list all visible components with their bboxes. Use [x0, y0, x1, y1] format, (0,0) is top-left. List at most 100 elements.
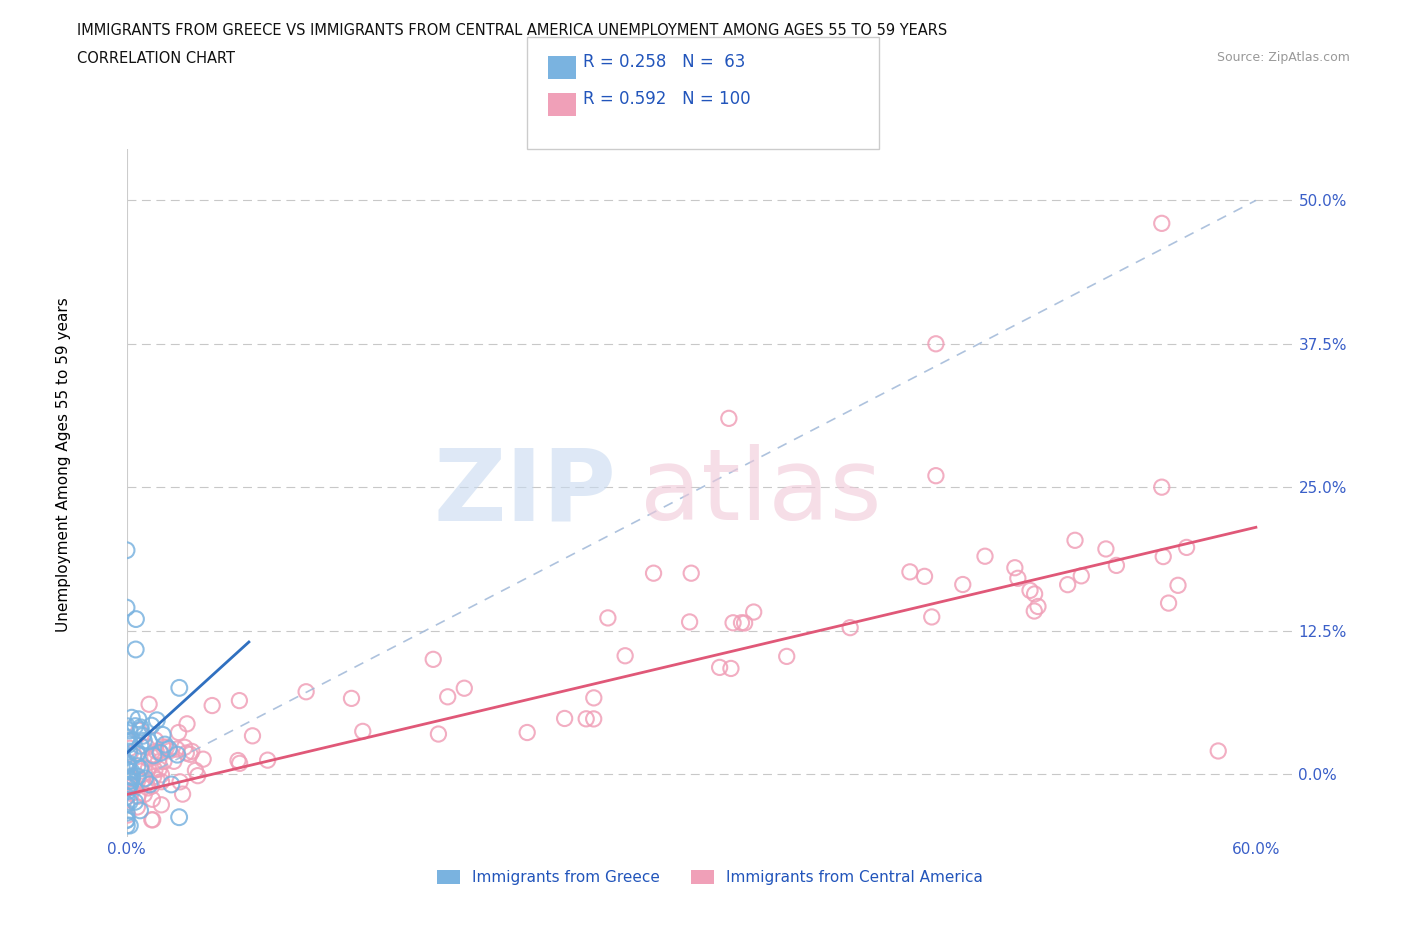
Point: [143, 763, 166, 777]
Point: [925, 469, 948, 484]
Point: [148, 754, 170, 769]
Point: [127, 789, 149, 804]
Point: [120, 746, 142, 761]
Point: [129, 803, 152, 817]
Point: [138, 734, 160, 749]
Point: [136, 751, 159, 766]
Point: [129, 723, 152, 737]
Point: [134, 771, 156, 786]
Point: [131, 773, 153, 788]
Point: [166, 747, 188, 762]
Point: [596, 610, 619, 625]
Point: [340, 691, 363, 706]
Point: [166, 742, 188, 757]
Point: [127, 800, 149, 815]
Point: [1175, 540, 1198, 555]
Point: [142, 769, 165, 784]
Point: [721, 616, 744, 631]
Point: [974, 549, 997, 564]
Point: [709, 660, 731, 675]
Point: [1167, 578, 1189, 592]
Text: Source: ZipAtlas.com: Source: ZipAtlas.com: [1216, 51, 1350, 64]
Point: [142, 813, 165, 828]
Point: [1070, 568, 1092, 583]
Point: [436, 689, 458, 704]
Point: [125, 612, 148, 627]
Point: [614, 648, 637, 663]
Point: [228, 693, 250, 708]
Text: IMMIGRANTS FROM GREECE VS IMMIGRANTS FROM CENTRAL AMERICA UNEMPLOYMENT AMONG AGE: IMMIGRANTS FROM GREECE VS IMMIGRANTS FRO…: [77, 23, 948, 38]
Point: [201, 698, 224, 713]
Point: [121, 770, 143, 785]
Point: [1056, 578, 1078, 592]
Point: [1019, 583, 1042, 598]
Point: [575, 711, 598, 726]
Point: [169, 681, 191, 696]
Point: [720, 661, 742, 676]
Point: [141, 778, 163, 793]
Point: [146, 772, 169, 787]
Point: [173, 740, 195, 755]
Point: [1007, 571, 1029, 586]
Point: [115, 790, 138, 804]
Point: [157, 741, 180, 756]
Point: [127, 711, 149, 726]
Point: [167, 725, 190, 740]
Point: [1150, 480, 1173, 495]
Point: [839, 620, 862, 635]
Point: [118, 818, 141, 833]
Point: [129, 738, 152, 753]
Point: [1157, 595, 1180, 610]
Point: [141, 813, 163, 828]
Point: [120, 773, 142, 788]
Point: [734, 616, 756, 631]
Point: [176, 716, 198, 731]
Point: [898, 565, 921, 579]
Point: [717, 411, 740, 426]
Point: [427, 726, 450, 741]
Point: [1024, 604, 1046, 618]
Point: [187, 768, 209, 783]
Point: [159, 743, 181, 758]
Point: [582, 711, 605, 726]
Point: [155, 739, 177, 754]
Point: [134, 787, 156, 802]
Point: [681, 565, 703, 580]
Point: [1004, 560, 1026, 575]
Point: [117, 807, 139, 822]
Point: [148, 762, 170, 777]
Point: [1105, 558, 1128, 573]
Point: [776, 649, 799, 664]
Point: [150, 797, 173, 812]
Text: Unemployment Among Ages 55 to 59 years: Unemployment Among Ages 55 to 59 years: [56, 298, 70, 632]
Point: [172, 787, 194, 802]
Point: [921, 609, 943, 624]
Point: [148, 744, 170, 759]
Point: [554, 711, 576, 726]
Point: [129, 764, 152, 778]
Point: [226, 753, 249, 768]
Point: [142, 748, 165, 763]
Point: [191, 751, 214, 766]
Point: [118, 734, 141, 749]
Point: [153, 737, 176, 752]
Point: [1152, 549, 1174, 564]
Point: [150, 775, 173, 790]
Point: [143, 750, 166, 764]
Point: [141, 791, 163, 806]
Point: [169, 775, 191, 790]
Text: ZIP: ZIP: [434, 445, 617, 541]
Point: [117, 758, 139, 773]
Point: [115, 543, 138, 558]
Point: [115, 762, 138, 777]
Text: atlas: atlas: [640, 445, 882, 541]
Point: [152, 739, 174, 754]
Point: [117, 730, 139, 745]
Point: [176, 746, 198, 761]
Point: [678, 615, 700, 630]
Point: [124, 794, 146, 809]
Point: [136, 780, 159, 795]
Point: [121, 733, 143, 748]
Point: [1064, 533, 1087, 548]
Point: [153, 754, 176, 769]
